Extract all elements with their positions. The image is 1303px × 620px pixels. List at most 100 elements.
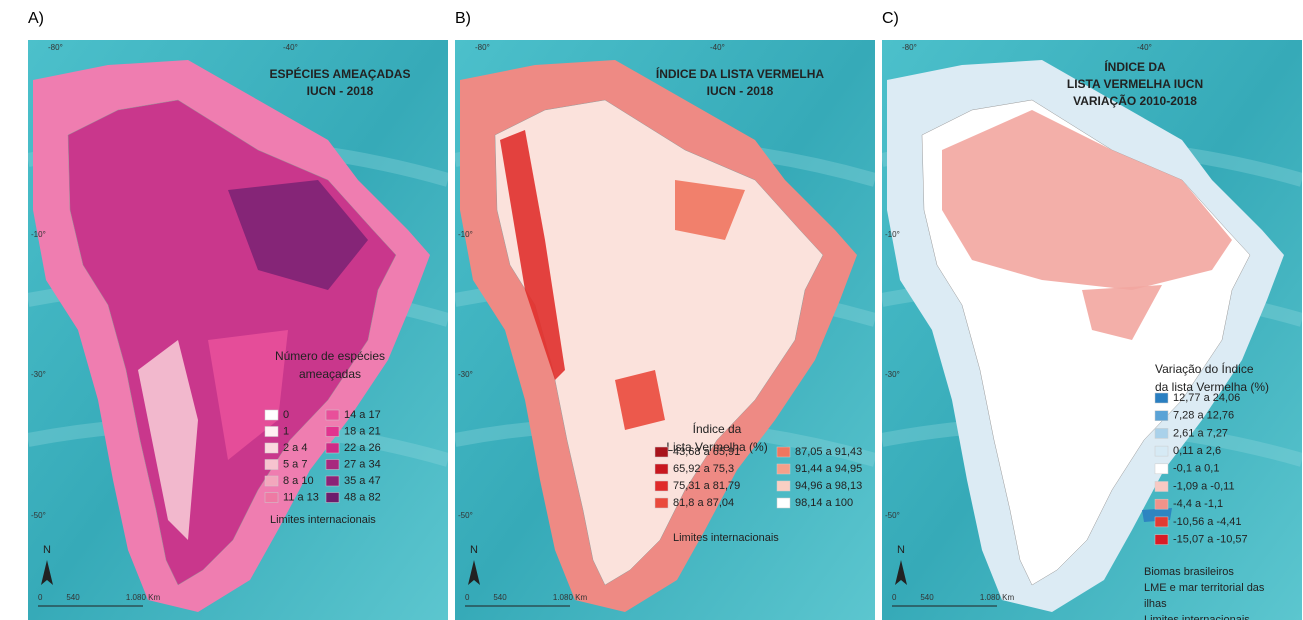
note: ilhas <box>1144 598 1167 610</box>
legend-title: Número de espécies <box>275 349 385 363</box>
map-region <box>942 110 1232 290</box>
legend-title: Índice da <box>693 421 742 436</box>
legend-label: -0,1 a 0,1 <box>1173 463 1219 475</box>
legend-swatch <box>325 442 340 454</box>
legend-label: 91,44 a 94,95 <box>795 463 862 475</box>
legend-label: -1,09 a -0,11 <box>1173 480 1235 492</box>
legend-label: 2 a 4 <box>283 442 307 454</box>
legend-label: 48 a 82 <box>344 491 381 503</box>
legend-label: 75,31 a 81,79 <box>673 480 740 492</box>
legend-swatch <box>654 446 669 458</box>
legend-title: Variação do Índice <box>1155 361 1254 376</box>
scale-label: 540 <box>493 593 507 602</box>
legend-swatch <box>776 463 791 475</box>
map-title: ESPÉCIES AMEAÇADAS <box>270 66 411 81</box>
legend-swatch <box>325 409 340 421</box>
map-region <box>675 180 745 240</box>
legend-label: 0 <box>283 409 289 421</box>
legend-swatch <box>264 426 279 437</box>
legend-swatch <box>1154 498 1169 510</box>
scale-label: 1.080 Km <box>980 593 1015 602</box>
map-panel: -80° -40° -10° -30° -50° ESPÉCIES AMEAÇADAS IU… <box>28 40 448 620</box>
graticule-label: -10° <box>458 230 473 239</box>
north-label: N <box>43 544 51 556</box>
scale-label: 1.080 Km <box>553 593 588 602</box>
map-region <box>1082 285 1162 340</box>
legend-swatch <box>1154 392 1169 404</box>
legend-swatch <box>325 426 340 437</box>
legend-label: 22 a 26 <box>344 442 381 454</box>
legend-title: ameaçadas <box>299 367 361 381</box>
legend-swatch <box>776 497 791 509</box>
graticule-label: -30° <box>458 370 473 379</box>
legend-label: 94,96 a 98,13 <box>795 480 862 492</box>
map-panel: -80° -40° -10° -30° -50° ÍNDICE DA LISTA VERME… <box>882 40 1302 620</box>
legend-label: 5 a 7 <box>283 458 307 470</box>
north-arrow <box>468 560 480 585</box>
scale-label: 0 <box>892 593 897 602</box>
north-label: N <box>897 544 905 556</box>
legend-swatch <box>264 409 279 421</box>
graticule-label: -30° <box>31 370 46 379</box>
legend-label: 98,14 a 100 <box>795 497 853 509</box>
legend-swatch <box>325 475 340 487</box>
note: Limites internacionais <box>270 514 376 526</box>
legend-swatch <box>325 459 340 470</box>
scale-label: 1.080 Km <box>126 593 161 602</box>
map-region <box>500 130 565 380</box>
legend-label: 27 a 34 <box>344 458 381 470</box>
graticule-label: -50° <box>31 511 46 520</box>
panel-label: A) <box>28 10 44 27</box>
legend-label: 14 a 17 <box>344 409 381 421</box>
legend-label: -15,07 a -10,57 <box>1173 534 1248 546</box>
legend-label: 87,05 a 91,43 <box>795 446 862 458</box>
legend-swatch <box>1154 481 1169 492</box>
legend-label: 11 a 13 <box>283 491 319 503</box>
legend-swatch <box>264 492 279 503</box>
note: Biomas brasileiros <box>1144 566 1234 578</box>
legend-swatch <box>776 480 791 492</box>
legend-swatch <box>776 446 791 458</box>
north-label: N <box>470 544 478 556</box>
legend-swatch <box>264 475 279 487</box>
graticule-label: -80° <box>475 43 490 52</box>
legend-swatch <box>325 492 340 503</box>
panel-label: B) <box>455 10 471 27</box>
legend-label: -4,4 a -1,1 <box>1173 498 1223 510</box>
scale-label: 540 <box>66 593 80 602</box>
note: LME e mar territorial das <box>1144 582 1265 594</box>
map-region <box>228 180 368 290</box>
scale-label: 0 <box>38 593 43 602</box>
legend-label: 1 <box>283 425 289 437</box>
legend-title: Lista Vermelha (%) <box>666 440 767 454</box>
legend-label: 35 a 47 <box>344 475 381 487</box>
legend-label: 0,11 a 2,6 <box>1173 445 1221 457</box>
map-region <box>138 340 198 540</box>
legend-label: 43,68 a 65,91 <box>673 446 740 458</box>
map-title: LISTA VERMELHA IUCN <box>1067 77 1203 91</box>
graticule-label: -40° <box>1137 43 1152 52</box>
panel-label: C) <box>882 10 899 27</box>
map-title: IUCN - 2018 <box>707 84 774 98</box>
legend-label: 8 a 10 <box>283 475 314 487</box>
legend-swatch <box>1154 445 1169 457</box>
graticule-label: -30° <box>885 370 900 379</box>
legend-swatch <box>654 463 669 475</box>
legend-swatch <box>1154 428 1169 439</box>
legend-title: da lista Vermelha (%) <box>1155 380 1269 394</box>
map-title: IUCN - 2018 <box>307 84 374 98</box>
legend-label: 65,92 a 75,3 <box>673 463 734 475</box>
legend-label: 18 a 21 <box>344 425 381 437</box>
north-arrow <box>41 560 53 585</box>
map-panel: -80° -40° -10° -30° -50° ÍNDICE DA LISTA VERM… <box>455 40 875 620</box>
map-region <box>615 370 665 430</box>
note: Limites internacionais <box>673 532 779 544</box>
legend-swatch <box>654 480 669 492</box>
legend-label: 81,8 a 87,04 <box>673 497 734 509</box>
graticule-label: -50° <box>458 511 473 520</box>
graticule-label: -10° <box>885 230 900 239</box>
map-title: VARIAÇÃO 2010-2018 <box>1073 93 1197 108</box>
note: Limites internacionais <box>1144 614 1250 620</box>
north-arrow <box>895 560 907 585</box>
